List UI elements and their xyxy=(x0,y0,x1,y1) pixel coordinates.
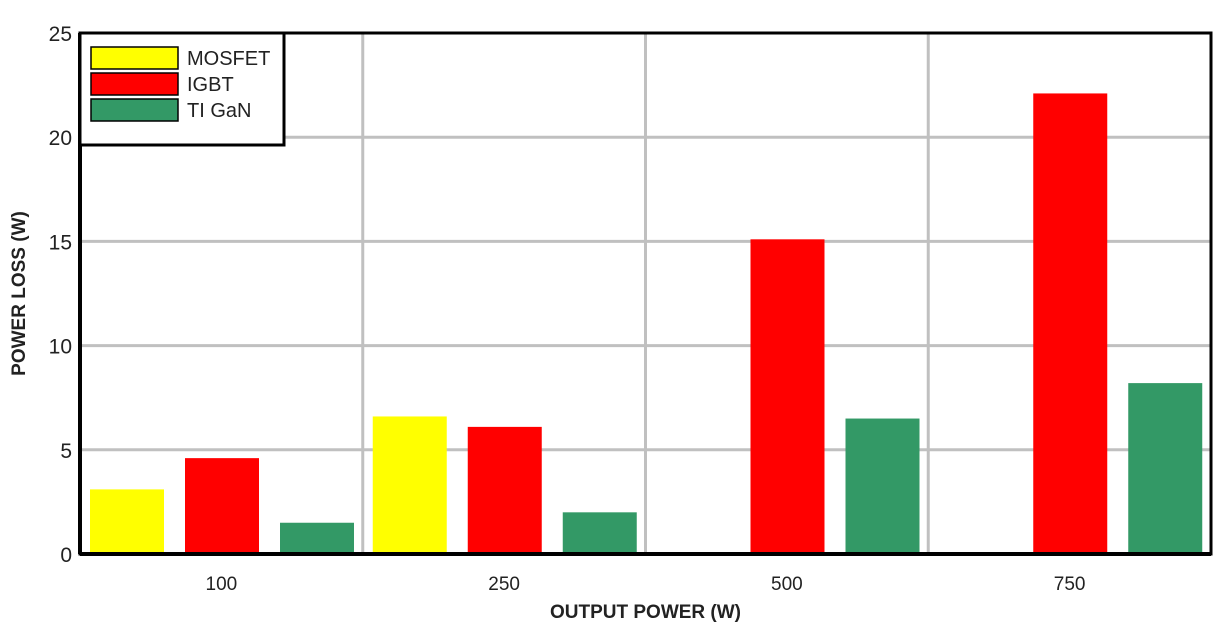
bar-mosfet-100 xyxy=(90,489,164,554)
x-tick-label: 250 xyxy=(488,574,520,595)
y-axis-label: POWER LOSS (W) xyxy=(9,211,30,376)
x-tick-label: 750 xyxy=(1054,574,1086,595)
bar-igbt-750 xyxy=(1033,93,1108,554)
legend-label: MOSFET xyxy=(187,48,270,70)
bar-ti-gan-750 xyxy=(1128,383,1203,554)
x-tick-label: 500 xyxy=(771,574,803,595)
bar-ti-gan-100 xyxy=(280,522,354,554)
bar-mosfet-250 xyxy=(372,416,447,554)
legend-label: IGBT xyxy=(187,74,234,96)
bar-igbt-250 xyxy=(467,426,542,554)
bar-ti-gan-500 xyxy=(845,418,920,554)
legend-swatch-igbt xyxy=(90,72,179,96)
bar-igbt-500 xyxy=(750,239,825,555)
legend-label: TI GaN xyxy=(187,100,251,122)
y-tick-label: 10 xyxy=(49,336,72,359)
y-tick-label: 5 xyxy=(60,440,72,463)
bar-ti-gan-250 xyxy=(562,512,637,554)
y-tick-label: 0 xyxy=(60,544,72,567)
bar-igbt-100 xyxy=(185,458,259,554)
y-tick-label: 20 xyxy=(49,127,72,150)
legend-swatch-ti-gan xyxy=(90,98,179,122)
x-tick-label: 100 xyxy=(206,574,238,595)
x-axis-label: OUTPUT POWER (W) xyxy=(550,602,741,623)
y-tick-label: 15 xyxy=(49,231,72,254)
legend-swatch-mosfet xyxy=(90,46,179,70)
y-tick-label: 25 xyxy=(49,23,72,46)
